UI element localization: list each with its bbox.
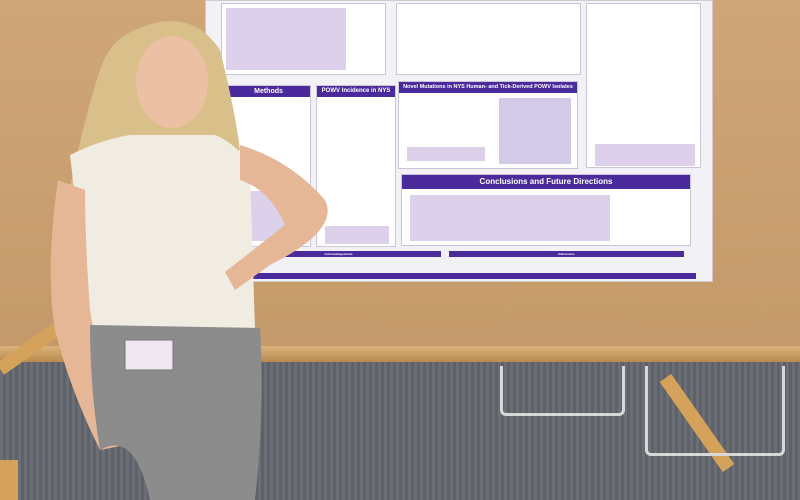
person-presenter: [50, 21, 328, 500]
methods-heading: Methods: [227, 86, 310, 97]
poster-panel-incidence: POWV Incidence in NYS: [316, 85, 396, 247]
sleeveless-top: [70, 135, 255, 330]
acknowledgements-heading: Acknowledgements: [236, 251, 441, 257]
references-heading: References: [449, 251, 684, 257]
poster-panel-mutations: Novel Mutations in NYS Human- and Tick-D…: [398, 81, 578, 169]
poster-panel: [221, 3, 386, 75]
chair: [500, 366, 625, 416]
name-badge: [124, 339, 174, 371]
text-block: [226, 8, 346, 70]
incidence-heading: POWV Incidence in NYS: [317, 86, 395, 97]
research-poster: Methods POWV Incidence in NYS Novel Muta…: [205, 0, 713, 282]
text-block: [325, 226, 389, 244]
data-table: [499, 98, 571, 164]
text-block: [410, 195, 610, 241]
poster-panel: [586, 3, 701, 168]
text-block: [595, 144, 695, 166]
conclusions-heading: Conclusions and Future Directions: [402, 175, 690, 189]
arm: [225, 145, 328, 290]
poster-panel: [396, 3, 581, 75]
mutations-heading: Novel Mutations in NYS Human- and Tick-D…: [399, 82, 577, 93]
face: [136, 36, 208, 128]
poster-footer-bar: [226, 273, 696, 279]
arm: [50, 180, 125, 450]
poster-panel-conclusions: Conclusions and Future Directions: [401, 174, 691, 246]
text-block: [407, 147, 485, 161]
houndstooth-pants: [90, 325, 262, 500]
table-leg: [0, 460, 18, 500]
chair: [645, 366, 785, 456]
